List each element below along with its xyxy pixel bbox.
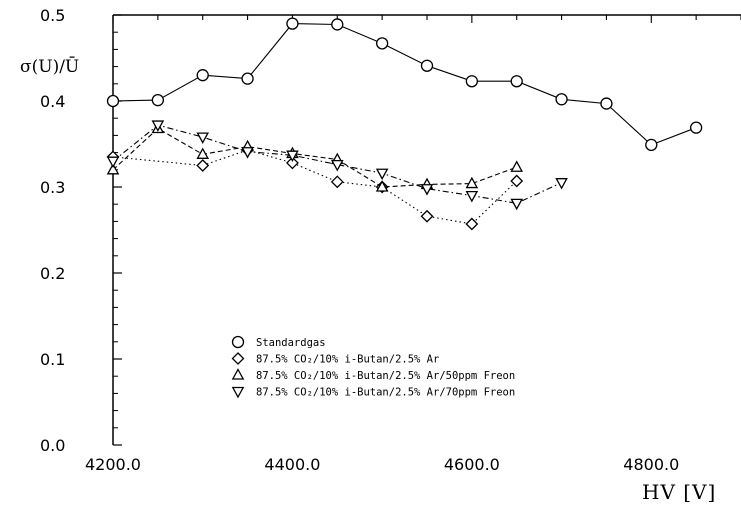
y-tick-label: 0.2 [40,264,65,283]
triangle-down-marker [555,178,568,190]
triangle-down-marker [241,147,254,159]
series-line [112,23,697,146]
triangle-down-marker [106,156,120,169]
triangle-down-marker [151,120,165,132]
y-axis-label: σ(U)/Ū [20,56,79,77]
series-2 [106,143,524,231]
circle-marker [555,93,568,106]
triangle-up-marker [196,147,210,159]
triangle-down-marker [330,159,344,172]
circle-marker [510,75,523,88]
diamond-marker [286,156,299,170]
triangle-down-marker [196,132,210,144]
circle-marker [231,335,245,349]
circle-marker [241,72,254,85]
triangle-down-marker [465,190,479,203]
x-tick-label: 4800.0 [623,455,679,474]
x-axis-label: HV [V] [642,480,716,504]
diamond-marker [465,217,479,231]
series-layer [106,17,703,231]
triangle-down-marker [286,150,299,163]
triangle-down-marker [231,386,245,399]
circle-marker [645,138,658,152]
circle-marker [465,75,479,88]
series-line [112,149,518,225]
y-tick-label: 0.3 [40,178,65,197]
y-tick-label: 0.1 [40,350,65,369]
legend-entry-label: Standardgas [256,337,326,349]
diamond-marker [510,174,524,188]
x-tick-label: 4200.0 [85,455,141,474]
y-tick-label: 0.5 [40,6,65,25]
series-line [112,124,562,204]
circle-marker [420,59,434,72]
circle-marker [331,18,344,31]
triangle-up-marker [510,160,524,172]
x-tick-label: 4400.0 [264,455,320,474]
circle-marker [196,69,209,82]
circle-marker [286,17,299,30]
diamond-marker [420,209,434,223]
circle-marker [375,37,389,50]
y-tick-label: 0.4 [40,92,65,111]
circle-marker [689,121,703,134]
x-tick-label: 4600.0 [444,455,500,474]
triangle-down-marker [510,198,524,211]
legend-entry-label: 87.5% CO₂/10% i-Butan/2.5% Ar [256,354,439,366]
diamond-marker [196,159,210,172]
triangle-up-marker [231,368,245,380]
series-1 [106,17,703,152]
triangle-up-marker [106,162,120,175]
series-3 [106,121,524,192]
circle-marker [600,97,613,110]
legend: Standardgas 87.5% CO₂/10% i-Butan/2.5% Ar… [231,335,515,399]
y-tick-label: 0.0 [40,436,65,455]
triangle-down-marker [420,184,434,196]
circle-marker [151,93,165,107]
triangle-up-marker [375,180,389,192]
triangle-down-marker [375,168,389,181]
legend-entry-label: 87.5% CO₂/10% i-Butan/2.5% Ar/50ppm Freo… [256,370,515,382]
series-line [112,127,517,188]
triangle-up-marker [465,176,479,189]
legend-entry-label: 87.5% CO₂/10% i-Butan/2.5% Ar/70ppm Freo… [256,387,515,399]
axis-ticks: 0.0 0.1 0.2 0.3 0.4 0.5 4200.0 4400.0 4600.0 4800… [40,6,741,474]
diamond-marker [231,352,245,365]
circle-marker [106,94,120,108]
diamond-marker [330,175,344,189]
series-4 [106,120,568,211]
